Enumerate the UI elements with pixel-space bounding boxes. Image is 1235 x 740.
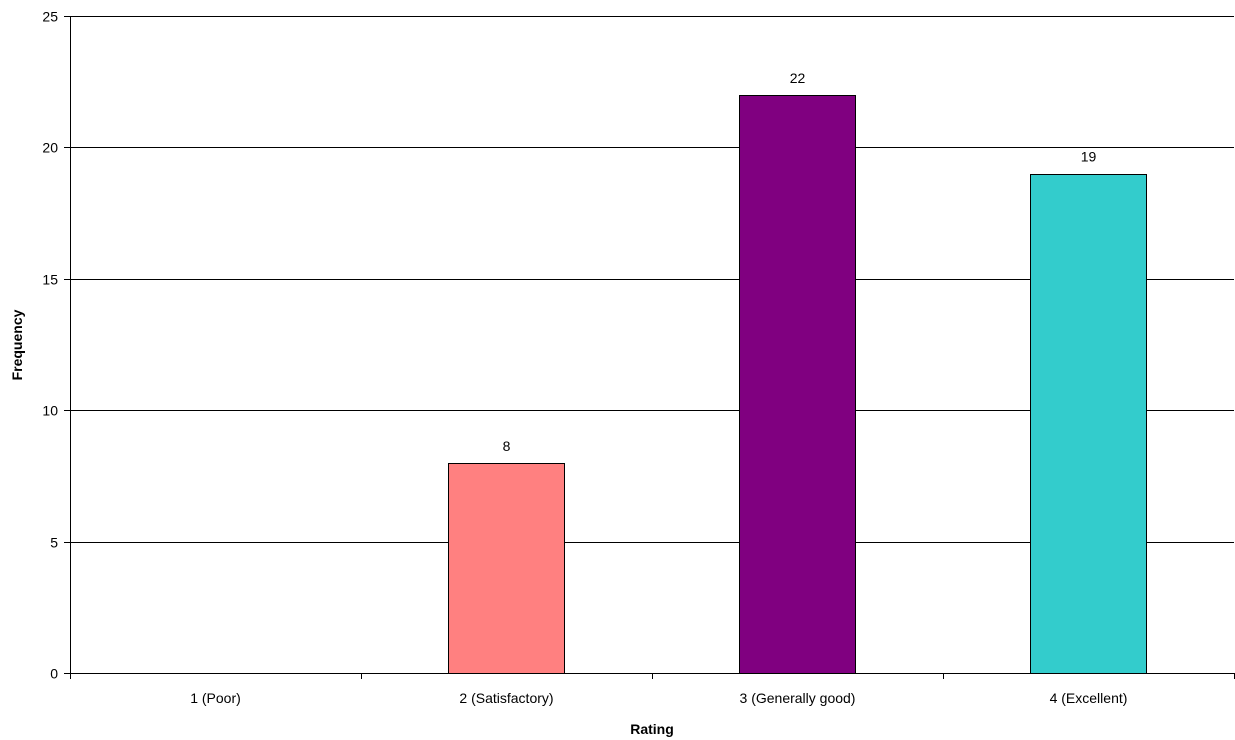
bars <box>448 95 1147 674</box>
bar <box>448 463 565 674</box>
x-tick-label: 4 (Excellent) <box>1050 690 1128 706</box>
y-axis-title: Frequency <box>9 309 25 380</box>
data-label: 19 <box>1081 149 1097 165</box>
y-tick-label: 10 <box>42 403 58 419</box>
bar <box>1030 174 1147 674</box>
x-tick-label: 1 (Poor) <box>190 690 241 706</box>
y-tick-label: 20 <box>42 140 58 156</box>
data-labels: 8 22 19 <box>503 70 1097 454</box>
y-tick-label: 0 <box>50 666 58 682</box>
y-tick-label: 25 <box>42 9 58 25</box>
y-tick-label: 15 <box>42 272 58 288</box>
bar <box>739 95 856 674</box>
data-label: 22 <box>790 70 806 86</box>
data-label: 8 <box>503 438 511 454</box>
x-axis-title: Rating <box>630 721 674 737</box>
y-tick-labels: 0 5 10 15 20 25 <box>42 9 58 682</box>
x-tick-label: 3 (Generally good) <box>740 690 856 706</box>
x-tick-labels: 1 (Poor) 2 (Satisfactory) 3 (Generally goo… <box>190 690 1127 706</box>
x-tick-label: 2 (Satisfactory) <box>459 690 553 706</box>
y-tick-label: 5 <box>50 535 58 551</box>
axes <box>64 16 1235 679</box>
